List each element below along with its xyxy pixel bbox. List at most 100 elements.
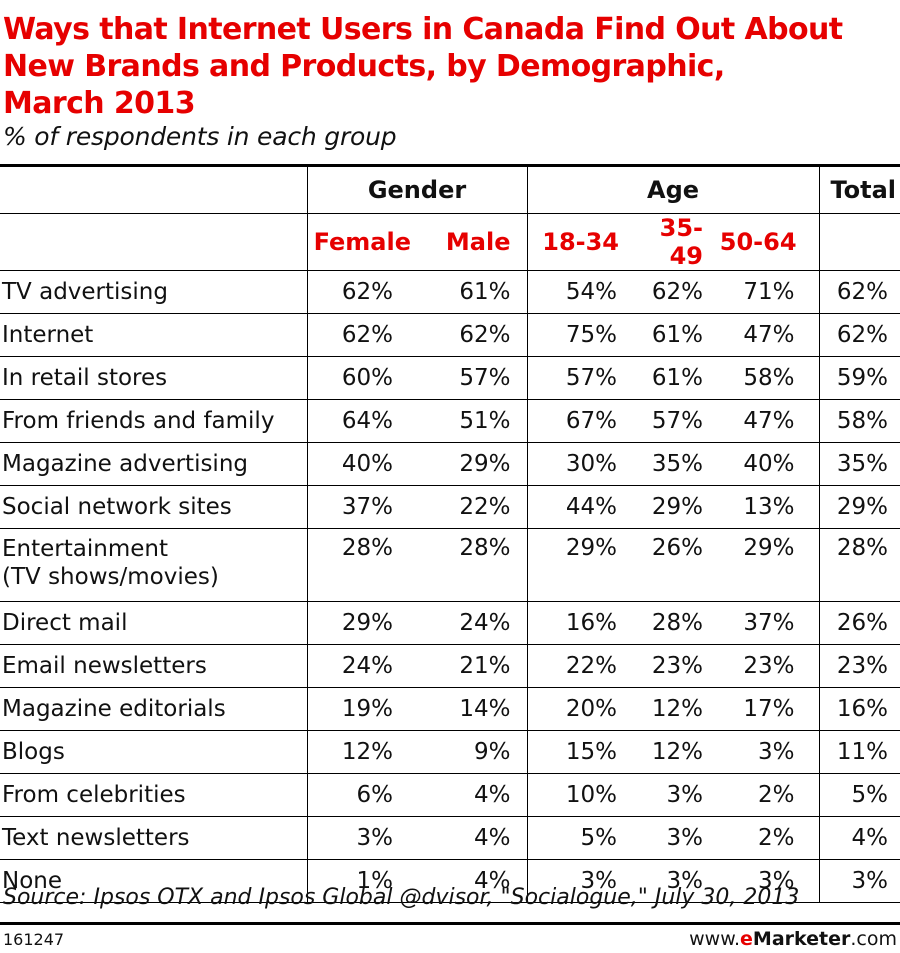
- cell-35-49: 12%: [627, 687, 720, 731]
- row-label-text: Magazine advertising: [2, 451, 249, 477]
- table-row: Blogs 12% 9% 15% 12% 3% 11%: [0, 730, 900, 774]
- cell-female: 60%: [306, 356, 417, 400]
- column-header-35-49: 35-49: [627, 213, 720, 271]
- cell-50-64: 71%: [719, 270, 820, 314]
- cell-35-49: 23%: [627, 644, 720, 688]
- cell-total: 11%: [818, 730, 900, 774]
- cell-female: 64%: [306, 399, 417, 443]
- row-label-text: Email newsletters: [2, 653, 207, 679]
- chart-id: 161247: [3, 930, 65, 949]
- column-header-male: Male: [417, 213, 528, 271]
- chart-title: Ways that Internet Users in Canada Find …: [3, 11, 897, 122]
- cell-50-64: 37%: [719, 601, 820, 645]
- cell-total: 58%: [818, 399, 900, 443]
- cell-male: 4%: [417, 773, 528, 817]
- table-row: Social network sites 37% 22% 44% 29% 13% 29%: [0, 485, 900, 529]
- cell-18-34: 10%: [526, 773, 628, 817]
- cell-50-64: 23%: [719, 644, 820, 688]
- table-row: Entertainment (TV shows/movies) 28% 28% 29% 2…: [0, 528, 900, 602]
- table-row: Magazine editorials 19% 14% 20% 12% 17% 16%: [0, 687, 900, 731]
- table-row: From friends and family 64% 51% 67% 57% 47% 58…: [0, 399, 900, 443]
- cell-male: 51%: [417, 399, 528, 443]
- cell-total: 35%: [818, 442, 900, 486]
- group-header-age: Age: [526, 164, 820, 214]
- cell-18-34: 20%: [526, 687, 628, 731]
- cell-35-49: 61%: [627, 313, 720, 357]
- empty-header-cell: [0, 164, 307, 214]
- row-label: From celebrities: [0, 773, 307, 817]
- cell-total: 28%: [818, 528, 900, 602]
- cell-50-64: 47%: [719, 313, 820, 357]
- cell-male: 14%: [417, 687, 528, 731]
- cell-total: 4%: [818, 816, 900, 860]
- cell-35-49: 57%: [627, 399, 720, 443]
- cell-18-34: 44%: [526, 485, 628, 529]
- cell-female: 1%: [306, 859, 417, 903]
- cell-total: 5%: [818, 773, 900, 817]
- cell-18-34: 15%: [526, 730, 628, 774]
- row-label-text: TV advertising: [2, 279, 168, 305]
- brand-e: e: [740, 928, 753, 950]
- chart-subtitle: % of respondents in each group: [3, 122, 397, 151]
- cell-male: 62%: [417, 313, 528, 357]
- cell-18-34: 54%: [526, 270, 628, 314]
- row-label: Direct mail: [0, 601, 307, 645]
- cell-50-64: 29%: [719, 528, 820, 602]
- cell-total: 23%: [818, 644, 900, 688]
- table-row: Text newsletters 3% 4% 5% 3% 2% 4%: [0, 816, 900, 860]
- cell-50-64: 13%: [719, 485, 820, 529]
- cell-total: 3%: [818, 859, 900, 903]
- row-label: Blogs: [0, 730, 307, 774]
- cell-35-49: 12%: [627, 730, 720, 774]
- cell-female: 40%: [306, 442, 417, 486]
- cell-female: 19%: [306, 687, 417, 731]
- cell-50-64: 2%: [719, 773, 820, 817]
- brand-logo: www.eMarketer.com: [689, 928, 897, 950]
- cell-male: 29%: [417, 442, 528, 486]
- table-row: In retail stores 60% 57% 57% 61% 58% 59%: [0, 356, 900, 400]
- cell-female: 12%: [306, 730, 417, 774]
- cell-50-64: 3%: [719, 730, 820, 774]
- cell-18-34: 5%: [526, 816, 628, 860]
- cell-35-49: 3%: [627, 773, 720, 817]
- cell-male: 9%: [417, 730, 528, 774]
- cell-18-34: 75%: [526, 313, 628, 357]
- group-header-gender: Gender: [306, 164, 528, 214]
- table-row: Magazine advertising 40% 29% 30% 35% 40% 35%: [0, 442, 900, 486]
- row-label-text: Text newsletters: [2, 825, 190, 851]
- cell-male: 21%: [417, 644, 528, 688]
- row-label: In retail stores: [0, 356, 307, 400]
- cell-18-34: 3%: [526, 859, 628, 903]
- cell-18-34: 16%: [526, 601, 628, 645]
- cell-male: 61%: [417, 270, 528, 314]
- source-note: Source: Ipsos OTX and Ipsos Global @dvis…: [3, 885, 800, 910]
- row-label: Entertainment (TV shows/movies): [0, 528, 307, 602]
- cell-50-64: 3%: [719, 859, 820, 903]
- cell-female: 62%: [306, 313, 417, 357]
- cell-18-34: 67%: [526, 399, 628, 443]
- column-header-50-64: 50-64: [719, 213, 820, 271]
- cell-35-49: 3%: [627, 859, 720, 903]
- brand-suffix: .com: [850, 928, 897, 950]
- cell-male: 24%: [417, 601, 528, 645]
- chart-title-line-1: Ways that Internet Users in Canada Find …: [3, 12, 843, 47]
- cell-female: 28%: [306, 528, 417, 602]
- cell-total: 26%: [818, 601, 900, 645]
- cell-female: 6%: [306, 773, 417, 817]
- brand-name: Marketer: [752, 928, 851, 950]
- row-label: TV advertising: [0, 270, 307, 314]
- cell-total: 62%: [818, 270, 900, 314]
- cell-50-64: 2%: [719, 816, 820, 860]
- row-label: Social network sites: [0, 485, 307, 529]
- table-row: Internet 62% 62% 75% 61% 47% 62%: [0, 313, 900, 357]
- row-label-text: Magazine editorials: [2, 696, 226, 722]
- cell-male: 4%: [417, 859, 528, 903]
- cell-female: 24%: [306, 644, 417, 688]
- cell-female: 62%: [306, 270, 417, 314]
- cell-50-64: 40%: [719, 442, 820, 486]
- table-row: Direct mail 29% 24% 16% 28% 37% 26%: [0, 601, 900, 645]
- row-label-text: Internet: [2, 322, 94, 348]
- cell-total: 62%: [818, 313, 900, 357]
- group-header-total: Total: [818, 164, 900, 214]
- cell-18-34: 29%: [526, 528, 628, 602]
